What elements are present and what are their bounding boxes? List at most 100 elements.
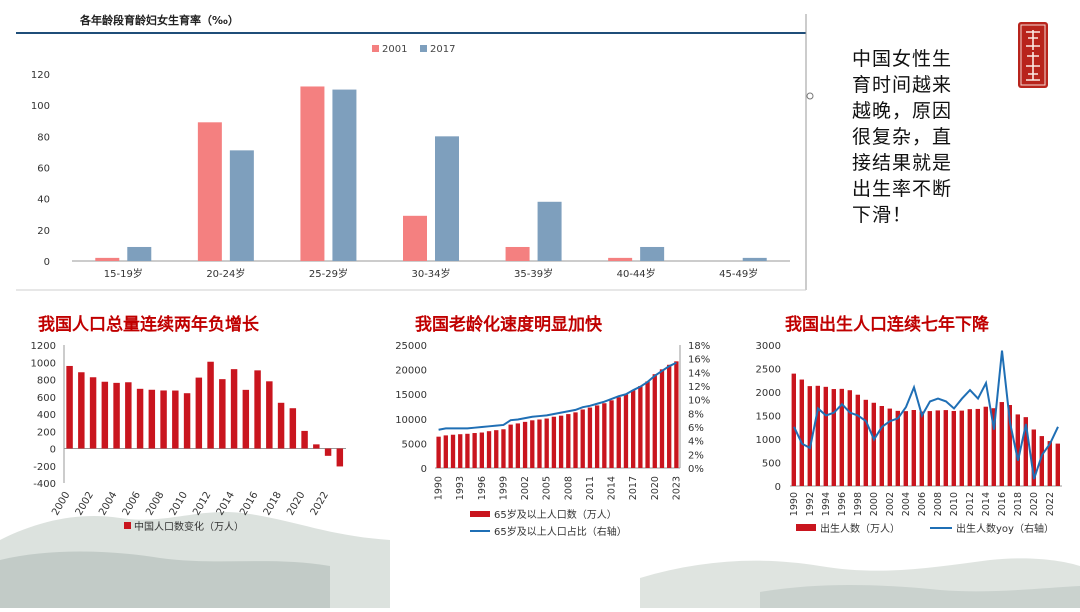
bar xyxy=(436,436,441,468)
bar xyxy=(148,389,156,449)
x-tick-label: 2012 xyxy=(965,492,976,516)
bar xyxy=(403,215,427,261)
x-tick-label: 2020 xyxy=(650,476,661,500)
x-tick-label: 2008 xyxy=(933,492,944,516)
y-tick-label: 25000 xyxy=(395,341,427,352)
bar xyxy=(242,389,250,449)
bar xyxy=(465,433,470,468)
x-tick-label: 2002 xyxy=(520,476,531,500)
bar xyxy=(313,444,320,449)
x-tick-label: 20-24岁 xyxy=(206,267,245,280)
x-tick-label: 45-49岁 xyxy=(719,267,758,280)
y-tick-label: 2000 xyxy=(756,388,781,399)
resize-handle xyxy=(806,92,814,100)
bar xyxy=(558,415,564,468)
bar xyxy=(975,408,980,486)
bar xyxy=(95,257,120,261)
bar xyxy=(799,379,804,486)
bar xyxy=(219,379,226,449)
bar xyxy=(887,408,892,486)
x-tick-label: 2010 xyxy=(168,490,190,518)
x-tick-label: 2006 xyxy=(917,492,928,516)
x-tick-label: 2022 xyxy=(309,490,331,518)
bar xyxy=(742,257,767,261)
x-tick-label: 35-39岁 xyxy=(514,267,553,280)
bar xyxy=(879,406,884,486)
x-tick-label: 1992 xyxy=(805,492,816,516)
bar xyxy=(991,408,996,486)
x-tick-label: 1999 xyxy=(498,476,509,500)
bar xyxy=(640,246,665,261)
bar xyxy=(127,246,152,261)
y-tick-label: 10000 xyxy=(395,415,427,426)
legend-label: 中国人口数变化（万人） xyxy=(134,520,244,533)
bar xyxy=(616,397,621,468)
y-tick-label: 0 xyxy=(421,464,427,475)
y2-tick-label: 18% xyxy=(688,341,710,352)
bar xyxy=(472,433,477,468)
births-chart: 0 500 1000 1500 2000 2500 3000 1990 1992 1994 1996… xyxy=(756,341,1062,535)
x-tick-label: 1998 xyxy=(853,492,864,516)
side-note: 中国女性生育时间越来越晚，原因很复杂，直接结果就是出生率不断下滑！ xyxy=(852,48,953,226)
y-tick-label: 20 xyxy=(37,226,50,237)
y2-tick-label: 16% xyxy=(688,355,710,366)
bar xyxy=(1023,417,1028,486)
y2-tick-label: 12% xyxy=(688,382,710,393)
bar xyxy=(631,390,636,468)
bar xyxy=(674,361,679,468)
seal-logo xyxy=(1018,22,1048,88)
x-tick-label: 25-29岁 xyxy=(309,267,348,280)
x-tick-label: 2008 xyxy=(563,476,574,500)
bar xyxy=(160,390,167,449)
legend-label: 出生人数（万人） xyxy=(820,522,900,535)
bar xyxy=(1031,429,1036,486)
y-tick-label: -200 xyxy=(33,462,56,473)
x-tick-label: 2017 xyxy=(628,476,639,500)
x-tick-label: 2000 xyxy=(50,490,72,518)
legend-label: 2017 xyxy=(430,44,455,55)
bar xyxy=(1007,405,1012,486)
bar xyxy=(486,431,492,468)
bar xyxy=(580,409,585,468)
bar xyxy=(324,448,332,456)
bar xyxy=(195,377,203,449)
bar xyxy=(101,381,109,449)
mountain-decoration xyxy=(0,511,1080,608)
bar xyxy=(207,361,214,449)
legend-label: 出生人数yoy（右轴） xyxy=(956,522,1054,535)
bar xyxy=(183,393,191,449)
bar xyxy=(66,365,73,449)
bar xyxy=(638,386,643,468)
x-tick-label: 1993 xyxy=(455,476,466,500)
bar xyxy=(983,406,988,486)
x-tick-label: 2018 xyxy=(1013,492,1024,516)
bar xyxy=(659,369,665,468)
x-tick-label: 2016 xyxy=(997,492,1008,516)
bar xyxy=(197,122,222,261)
y-tick-label: 120 xyxy=(31,70,50,81)
x-tick-label: 2018 xyxy=(262,490,284,518)
x-tick-label: 2011 xyxy=(585,476,596,500)
y2-tick-label: 6% xyxy=(688,423,704,434)
bar xyxy=(254,370,261,449)
aging-chart: 0 5000 10000 15000 20000 25000 0% 2% 4% 6% 8% 10% 12… xyxy=(395,341,710,538)
y-tick-label: 1000 xyxy=(31,358,56,369)
x-tick-label: 2023 xyxy=(671,476,682,500)
bar xyxy=(608,257,633,261)
bar xyxy=(667,364,672,468)
bar xyxy=(551,416,557,468)
y2-tick-label: 8% xyxy=(688,409,704,420)
bar xyxy=(959,410,964,486)
x-tick-label: 2010 xyxy=(949,492,960,516)
y-tick-label: 1500 xyxy=(756,412,781,423)
x-tick-label: 1990 xyxy=(789,492,800,516)
x-tick-label: 2005 xyxy=(542,476,553,500)
bar xyxy=(927,411,932,486)
bar xyxy=(587,407,593,468)
y-tick-label: 500 xyxy=(762,459,781,470)
legend-swatch xyxy=(420,45,427,52)
bar xyxy=(594,405,600,468)
bar xyxy=(301,430,308,449)
bar xyxy=(501,429,506,468)
